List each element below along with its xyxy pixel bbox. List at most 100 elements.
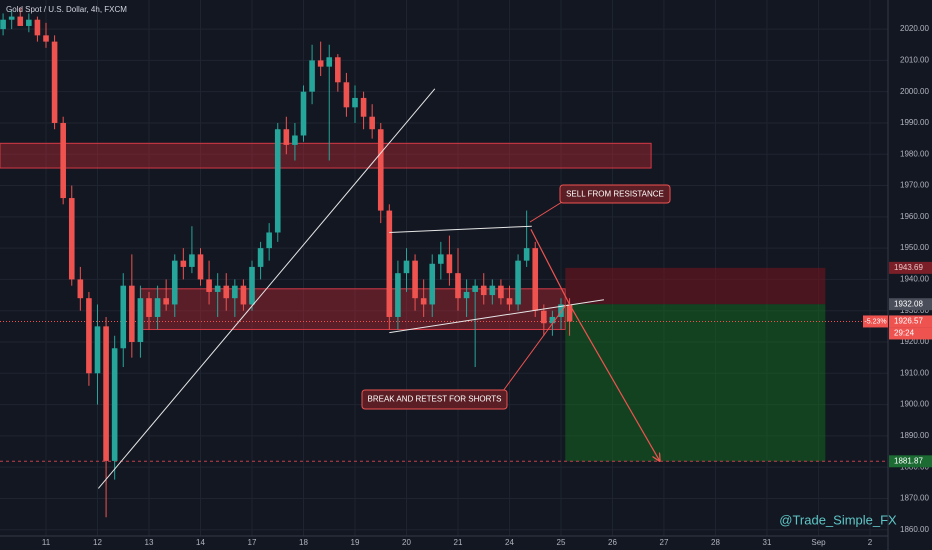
candle-body	[129, 285, 135, 343]
candle-body	[335, 57, 341, 83]
candle-body	[223, 285, 230, 299]
last-price-label-bg	[889, 315, 932, 328]
x-tick-label: 19	[351, 538, 360, 547]
candle-body	[103, 326, 109, 461]
x-tick-label: 24	[505, 538, 514, 547]
y-tick-label: 1960.00	[900, 212, 929, 221]
stop-zone	[565, 267, 826, 305]
candle-body	[240, 285, 247, 305]
change-bg	[863, 315, 888, 328]
x-tick-label: 13	[145, 538, 154, 547]
countdown: 29:24	[894, 329, 915, 338]
zone	[0, 142, 652, 169]
candle-body	[446, 254, 453, 274]
candle-body	[94, 326, 101, 374]
last-price-label: 1926.57	[894, 317, 923, 326]
candle-body	[429, 263, 436, 305]
candle-body	[68, 198, 75, 280]
candle-body	[77, 279, 84, 299]
candle-body	[137, 298, 144, 343]
candle-body	[180, 260, 187, 267]
candle-body	[206, 279, 212, 292]
candle-body	[480, 285, 487, 296]
annotation-box	[559, 184, 671, 204]
x-tick-label: 20	[402, 538, 411, 547]
candle-body	[386, 210, 393, 317]
candle-body	[214, 285, 221, 292]
candle-body	[17, 16, 24, 26]
candle-body	[0, 19, 6, 30]
candle-body	[403, 260, 410, 274]
candle-body	[498, 285, 504, 299]
countdown-bg	[889, 327, 932, 340]
candle-body	[86, 298, 92, 374]
trendline	[389, 225, 532, 233]
candle-body	[292, 135, 298, 145]
candle-body	[197, 254, 204, 280]
candle-body	[300, 91, 307, 136]
candle-body	[283, 129, 290, 145]
y-tick-label: 1970.00	[900, 181, 929, 190]
candle-body	[515, 260, 521, 305]
x-tick-label: Sep	[811, 538, 826, 547]
axes: 1860.001870.001880.001890.001900.001910.…	[42, 24, 932, 547]
candle-body	[120, 285, 127, 349]
x-tick-label: 27	[660, 538, 669, 547]
change-label: -5.23%	[864, 318, 886, 325]
candle-body	[558, 304, 564, 317]
stop-label: 1943.69	[894, 263, 923, 272]
y-tick-label: 1930.00	[900, 306, 929, 315]
zone	[139, 288, 566, 330]
annotation-text: SELL FROM RESISTANCE	[566, 190, 664, 199]
candle-body	[463, 291, 470, 299]
candle-body	[249, 266, 255, 305]
x-tick-label: 14	[196, 538, 205, 547]
candle-body	[111, 348, 118, 461]
candle-body	[257, 248, 264, 267]
candle-body	[472, 285, 478, 292]
annotation-sell: SELL FROM RESISTANCE	[529, 184, 671, 223]
candle-body	[232, 285, 238, 299]
x-tick-label: 12	[93, 538, 102, 547]
candle-body	[506, 298, 513, 305]
y-tick-label: 1870.00	[900, 494, 929, 503]
candle-body	[189, 254, 195, 267]
y-tick-label: 1860.00	[900, 525, 929, 534]
candle-body	[171, 260, 178, 305]
x-tick-label: 28	[711, 538, 720, 547]
y-tick-label: 2000.00	[900, 87, 929, 96]
y-tick-label: 1890.00	[900, 431, 929, 440]
candle-body	[26, 19, 32, 26]
candle-body	[369, 116, 375, 130]
candle-body	[8, 16, 15, 20]
candle-body	[352, 97, 358, 108]
trendline	[97, 88, 436, 489]
target-label-bg	[889, 455, 932, 468]
trendline	[389, 299, 604, 334]
candle-body	[377, 129, 384, 211]
candle-body	[326, 57, 333, 67]
candle-body	[549, 316, 556, 324]
candle-body	[43, 35, 49, 42]
candle-body	[532, 248, 539, 311]
candle-body	[317, 60, 324, 67]
candle-body	[266, 232, 272, 249]
candle-body	[60, 122, 66, 199]
y-tick-label: 2020.00	[900, 24, 929, 33]
candle-body	[523, 248, 530, 261]
candle-body	[154, 298, 161, 317]
y-tick-label: 1900.00	[900, 400, 929, 409]
candle-body	[51, 41, 58, 123]
x-tick-label: 18	[299, 538, 308, 547]
candle-body	[395, 273, 401, 317]
candle-body	[412, 260, 418, 299]
candle-body	[360, 97, 367, 117]
annotation-pointer	[502, 304, 567, 392]
x-tick-label: 21	[454, 538, 463, 547]
candle-body	[541, 310, 547, 324]
candle-body	[146, 298, 152, 317]
y-tick-label: 1940.00	[900, 275, 929, 284]
candle-body	[566, 304, 573, 322]
y-tick-label: 1910.00	[900, 368, 929, 377]
